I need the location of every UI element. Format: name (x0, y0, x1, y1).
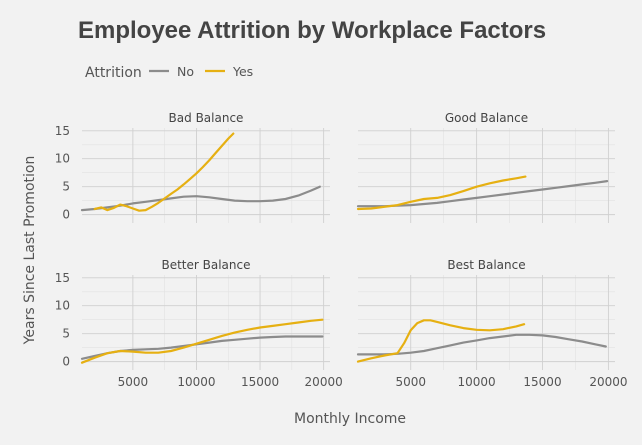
panel-strip-label: Good Balance (445, 111, 528, 125)
y-axis-label: Years Since Last Promotion (22, 156, 38, 346)
y-tick-label: 0 (62, 355, 70, 369)
legend: Attrition No Yes (85, 64, 253, 81)
x-tick-label: 15000 (241, 375, 279, 389)
x-tick-label: 5000 (395, 375, 426, 389)
legend-label-no: No (177, 64, 194, 79)
x-tick-label: 10000 (458, 375, 496, 389)
panel-strip-label: Best Balance (447, 258, 525, 272)
panel-3: 0 5 10 15 5000 10000 15000 20000 Better Balance (55, 258, 343, 389)
series-line-yes (80, 318, 324, 364)
panel-strip-label: Better Balance (161, 258, 250, 272)
x-tick-label: 20000 (589, 375, 627, 389)
y-tick-label: 5 (62, 327, 70, 341)
y-tick-label: 15 (55, 124, 70, 138)
x-tick-label: 5000 (118, 375, 149, 389)
x-axis-label: Monthly Income (294, 411, 406, 427)
y-tick-label: 15 (55, 271, 70, 285)
panel-1: 0 5 10 15 Bad Balance (55, 111, 330, 223)
panel-2: Good Balance (356, 111, 615, 223)
panel-4: 5000 10000 15000 20000 Best Balance (356, 258, 628, 389)
y-tick-label: 10 (55, 299, 70, 313)
series-line-yes (356, 319, 526, 363)
series-line-no (356, 333, 607, 356)
x-tick-label: 20000 (305, 375, 343, 389)
chart-title: Employee Attrition by Workplace Factors (78, 17, 546, 44)
legend-title: Attrition (85, 65, 142, 81)
y-tick-label: 10 (55, 152, 70, 166)
x-tick-label: 10000 (177, 375, 215, 389)
y-tick-label: 5 (62, 180, 70, 194)
y-tick-label: 0 (62, 208, 70, 222)
x-tick-label: 15000 (523, 375, 561, 389)
series-line-yes (93, 132, 235, 212)
series-line-yes (356, 175, 527, 211)
panel-strip-label: Bad Balance (169, 111, 244, 125)
facet-panels: 0 5 10 15 Bad Balance Good Balance 0 5 10 15 5000 1… (55, 111, 628, 389)
legend-label-yes: Yes (232, 64, 253, 79)
